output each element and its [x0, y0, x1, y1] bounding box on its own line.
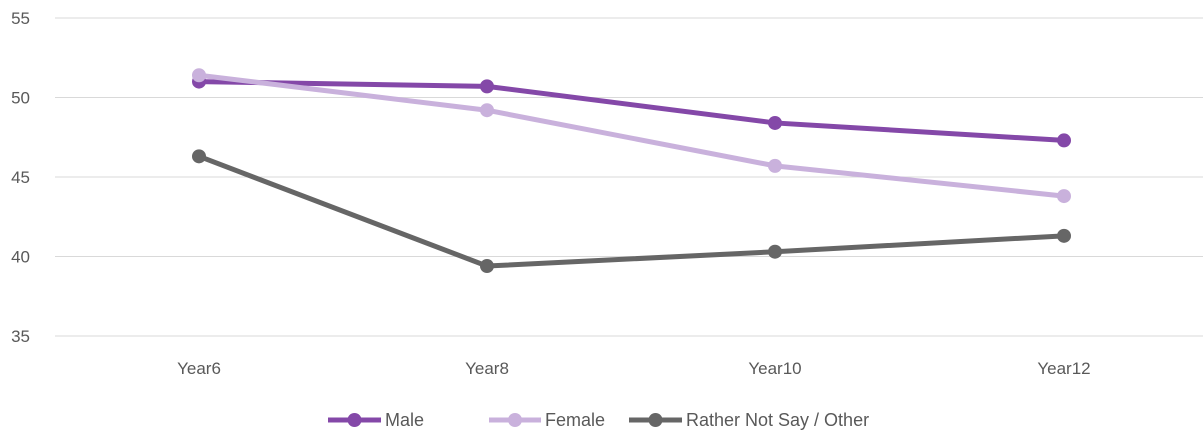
y-tick-label: 50: [11, 89, 30, 108]
series-group: [192, 149, 1071, 274]
data-point: [192, 149, 206, 164]
y-tick-label: 55: [11, 9, 30, 28]
y-tick-label: 40: [11, 248, 30, 267]
data-point: [480, 79, 494, 94]
legend-item: Rather Not Say / Other: [629, 410, 869, 430]
legend-item: Male: [328, 410, 424, 430]
data-point: [768, 244, 782, 259]
x-tick-label: Year8: [465, 359, 509, 378]
x-tick-label: Year12: [1037, 359, 1090, 378]
legend-label: Rather Not Say / Other: [686, 410, 869, 430]
legend-item: Female: [489, 410, 605, 430]
x-tick-label: Year10: [748, 359, 801, 378]
legend-label: Female: [545, 410, 605, 430]
data-point: [480, 259, 494, 274]
data-point: [480, 103, 494, 118]
legend-swatch-marker: [347, 413, 362, 427]
data-point: [192, 68, 206, 83]
series-group: [192, 68, 1071, 204]
y-axis-tick-labels: 35 40 45 50 55: [11, 9, 30, 346]
legend-label: Male: [385, 410, 424, 430]
gridlines: [55, 17, 1203, 337]
data-point: [1057, 133, 1071, 148]
legend: Male Female Rather Not Say / Other: [328, 410, 869, 430]
legend-swatch-marker: [648, 413, 663, 427]
series-layer: [192, 68, 1071, 274]
data-point: [1057, 189, 1071, 204]
series-line: [196, 72, 1067, 199]
legend-swatch-marker: [508, 413, 522, 427]
y-tick-label: 45: [11, 168, 30, 187]
data-point: [768, 158, 782, 173]
series-line: [196, 79, 1067, 143]
data-point: [1057, 228, 1071, 243]
y-tick-label: 35: [11, 327, 30, 346]
x-tick-label: Year6: [177, 359, 221, 378]
data-point: [768, 115, 782, 130]
series-line: [196, 153, 1067, 269]
x-axis-tick-labels: Year6 Year8 Year10 Year12: [177, 359, 1091, 378]
